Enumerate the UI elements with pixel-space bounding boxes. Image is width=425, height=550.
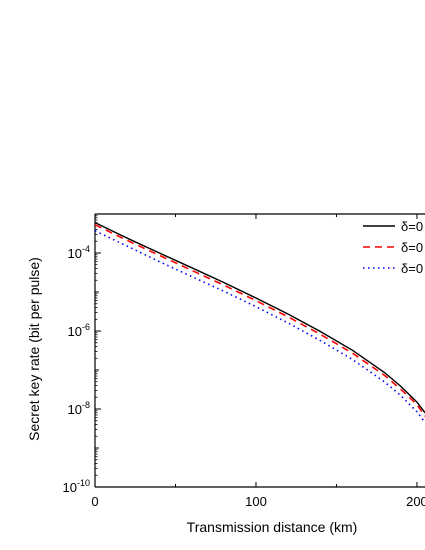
series-line-2 <box>95 224 425 417</box>
series-line-1 <box>95 222 425 414</box>
x-tick-label: 100 <box>245 494 267 509</box>
y-tick-label: 10-6 <box>68 322 90 339</box>
x-tick-labels: 0 100 200 <box>91 494 425 509</box>
legend: δ=0 δ=0 δ=0 <box>363 219 423 276</box>
x-tick-label: 0 <box>91 494 98 509</box>
legend-label-1: δ=0 <box>401 219 423 234</box>
legend-label-3: δ=0 <box>401 261 423 276</box>
series-lines <box>95 222 425 423</box>
legend-label-2: δ=0 <box>401 240 423 255</box>
y-tick-label: 10-10 <box>63 478 90 495</box>
plot-frame <box>94 213 425 488</box>
series-line-3 <box>95 230 425 423</box>
y-tick-label: 10-4 <box>68 244 90 261</box>
y-tick-labels: 10-4 10-6 10-8 10-10 <box>63 244 90 495</box>
y-tick-label: 10-8 <box>68 400 90 417</box>
ticks <box>94 213 418 488</box>
x-tick-label: 200 <box>406 494 425 509</box>
x-axis-label: Transmission distance (km) <box>187 519 358 535</box>
y-axis-label: Secret key rate (bit per pulse) <box>26 257 42 441</box>
